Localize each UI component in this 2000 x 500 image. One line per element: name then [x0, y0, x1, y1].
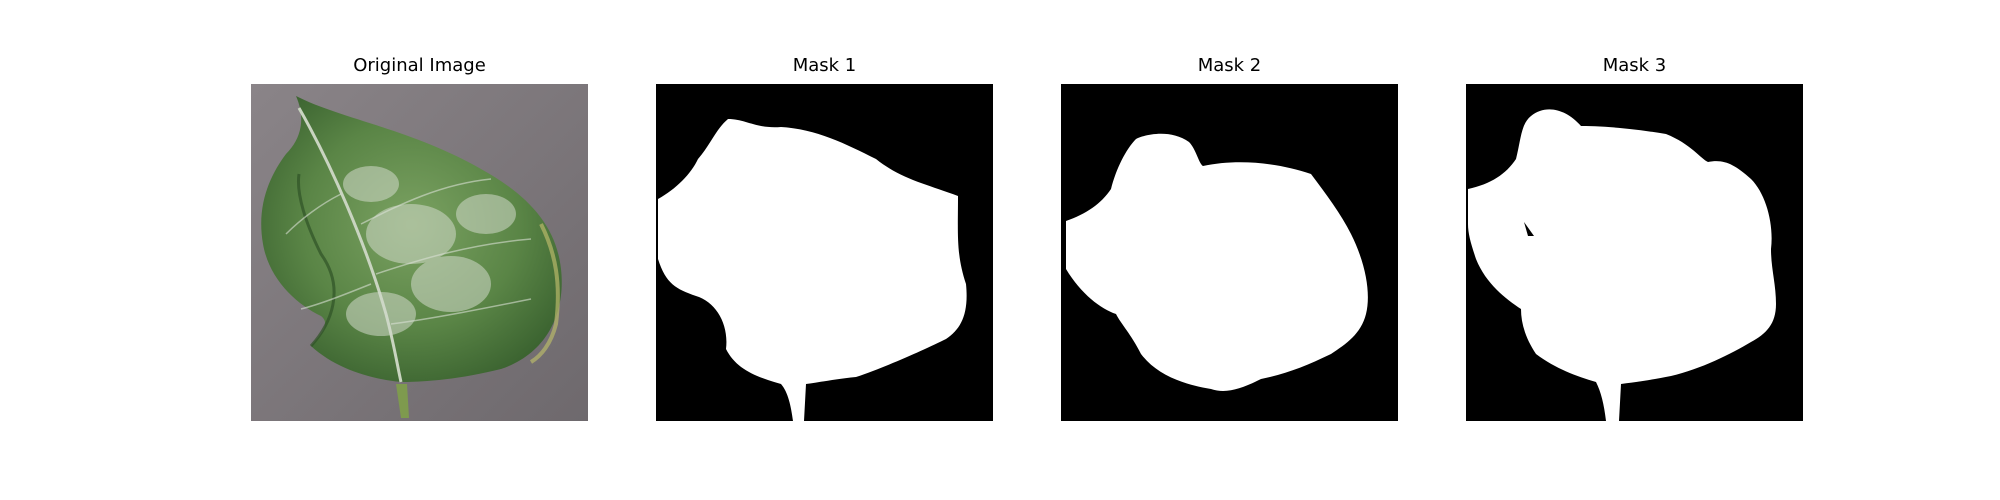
mask-image — [656, 84, 993, 421]
mask-image — [1061, 84, 1398, 421]
panel-title: Mask 3 — [1602, 55, 1667, 76]
mask-shape — [1468, 109, 1776, 421]
panel-title: Mask 1 — [792, 55, 857, 76]
panel-title: Mask 2 — [1197, 55, 1262, 76]
panel-title: Original Image — [353, 55, 486, 76]
mask-shape — [658, 119, 967, 421]
mask-image — [1466, 84, 1803, 421]
original-image — [251, 84, 588, 421]
mask-shape — [1066, 133, 1368, 391]
